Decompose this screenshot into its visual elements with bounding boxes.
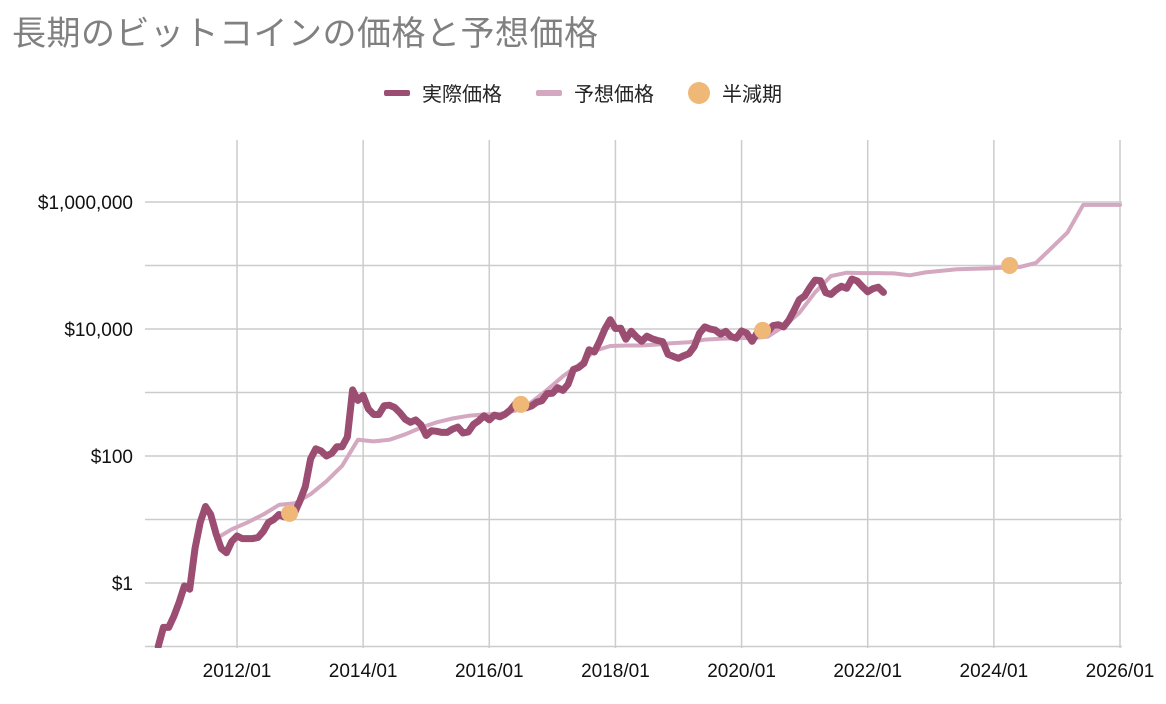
legend-swatch-actual bbox=[384, 89, 410, 96]
x-tick-label: 2022/01 bbox=[833, 661, 902, 682]
y-tick-label: $1 bbox=[112, 574, 133, 595]
x-tick-label: 2024/01 bbox=[960, 661, 1029, 682]
halving-marker bbox=[754, 321, 772, 339]
halving-marker bbox=[1001, 257, 1019, 274]
legend-item-forecast[interactable]: 予想価格 bbox=[536, 78, 654, 107]
y-tick-label: $10,000 bbox=[64, 320, 133, 341]
legend-item-halving[interactable]: 半減期 bbox=[688, 78, 782, 107]
x-tick-label: 2012/01 bbox=[203, 661, 272, 682]
x-tick-label: 2018/01 bbox=[581, 661, 650, 682]
legend: 実際価格 予想価格 半減期 bbox=[0, 78, 1166, 107]
legend-swatch-forecast bbox=[536, 89, 562, 96]
x-tick-label: 2026/01 bbox=[1086, 661, 1155, 682]
x-tick-label: 2016/01 bbox=[455, 661, 524, 682]
y-tick-label: $100 bbox=[91, 447, 133, 468]
chart-title: 長期のビットコインの価格と予想価格 bbox=[12, 14, 599, 54]
x-tick-label: 2014/01 bbox=[329, 661, 398, 682]
legend-label-actual: 実際価格 bbox=[422, 82, 502, 106]
series-line-forecast bbox=[214, 202, 1122, 541]
halving-marker bbox=[281, 504, 299, 522]
legend-item-actual[interactable]: 実際価格 bbox=[384, 78, 502, 107]
x-tick-label: 2020/01 bbox=[707, 661, 776, 682]
halving-marker bbox=[512, 395, 530, 413]
legend-swatch-halving bbox=[688, 81, 710, 104]
legend-label-forecast: 予想価格 bbox=[574, 82, 654, 106]
y-tick-label: $1,000,000 bbox=[38, 193, 133, 214]
legend-label-halving: 半減期 bbox=[722, 82, 782, 106]
